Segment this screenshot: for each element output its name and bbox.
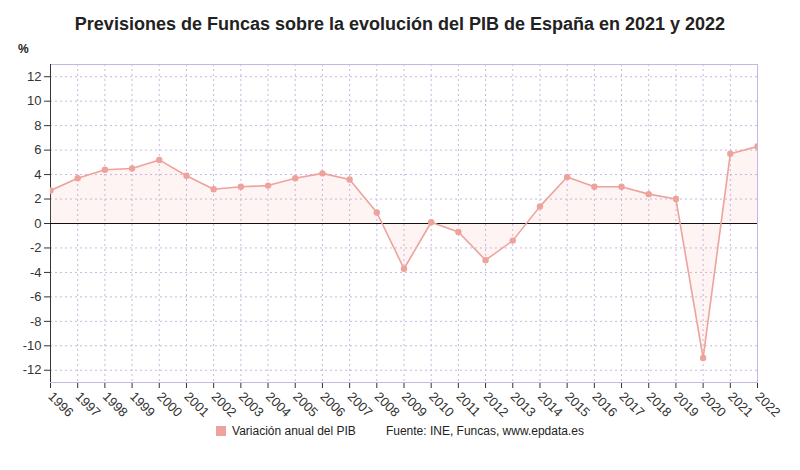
svg-text:2: 2 <box>34 191 41 206</box>
svg-text:-6: -6 <box>30 289 42 304</box>
svg-text:2020: 2020 <box>698 389 729 420</box>
svg-text:2006: 2006 <box>317 389 348 420</box>
svg-text:-4: -4 <box>30 265 42 280</box>
svg-text:2022: 2022 <box>752 389 783 420</box>
svg-text:8: 8 <box>34 118 41 133</box>
svg-text:2008: 2008 <box>372 389 403 420</box>
svg-text:2002: 2002 <box>209 389 240 420</box>
svg-text:2013: 2013 <box>508 389 539 420</box>
html-text:Fuente: INE, Funcas, www.epdat: Fuente: INE, Funcas, www.epdata.es <box>385 424 584 438</box>
svg-text:2017: 2017 <box>616 389 647 420</box>
svg-text:2012: 2012 <box>481 389 512 420</box>
svg-text:2011: 2011 <box>453 389 483 419</box>
html-text:Variación anual del PIB: Variación anual del PIB <box>232 424 356 438</box>
svg-text:2001: 2001 <box>181 389 212 420</box>
svg-text:-12: -12 <box>23 362 42 377</box>
svg-text:2005: 2005 <box>290 389 321 420</box>
svg-text:2004: 2004 <box>263 389 294 420</box>
svg-text:12: 12 <box>27 69 41 84</box>
svg-text:6: 6 <box>34 142 41 157</box>
svg-text:2015: 2015 <box>562 389 593 420</box>
svg-text:2000: 2000 <box>154 389 185 420</box>
svg-text:2016: 2016 <box>589 389 620 420</box>
html-text:Previsiones de Funcas sobre la: Previsiones de Funcas sobre la evolución… <box>74 14 726 34</box>
svg-text:2021: 2021 <box>725 389 756 420</box>
svg-text:0: 0 <box>34 216 41 231</box>
svg-text:2018: 2018 <box>644 389 675 420</box>
svg-text:1998: 1998 <box>100 389 131 420</box>
svg-text:2003: 2003 <box>236 389 267 420</box>
svg-text:2007: 2007 <box>345 389 376 420</box>
svg-text:2014: 2014 <box>535 389 566 420</box>
svg-text:4: 4 <box>34 167 41 182</box>
svg-text:1999: 1999 <box>127 389 158 420</box>
svg-text:2019: 2019 <box>671 389 702 420</box>
svg-text:-2: -2 <box>30 240 42 255</box>
svg-text:10: 10 <box>27 93 41 108</box>
svg-text:-10: -10 <box>23 338 42 353</box>
svg-text:-8: -8 <box>30 314 42 329</box>
svg-text:1997: 1997 <box>73 389 104 420</box>
svg-text:2009: 2009 <box>399 389 430 420</box>
svg-text:2010: 2010 <box>426 389 457 420</box>
svg-text:1996: 1996 <box>45 389 76 420</box>
